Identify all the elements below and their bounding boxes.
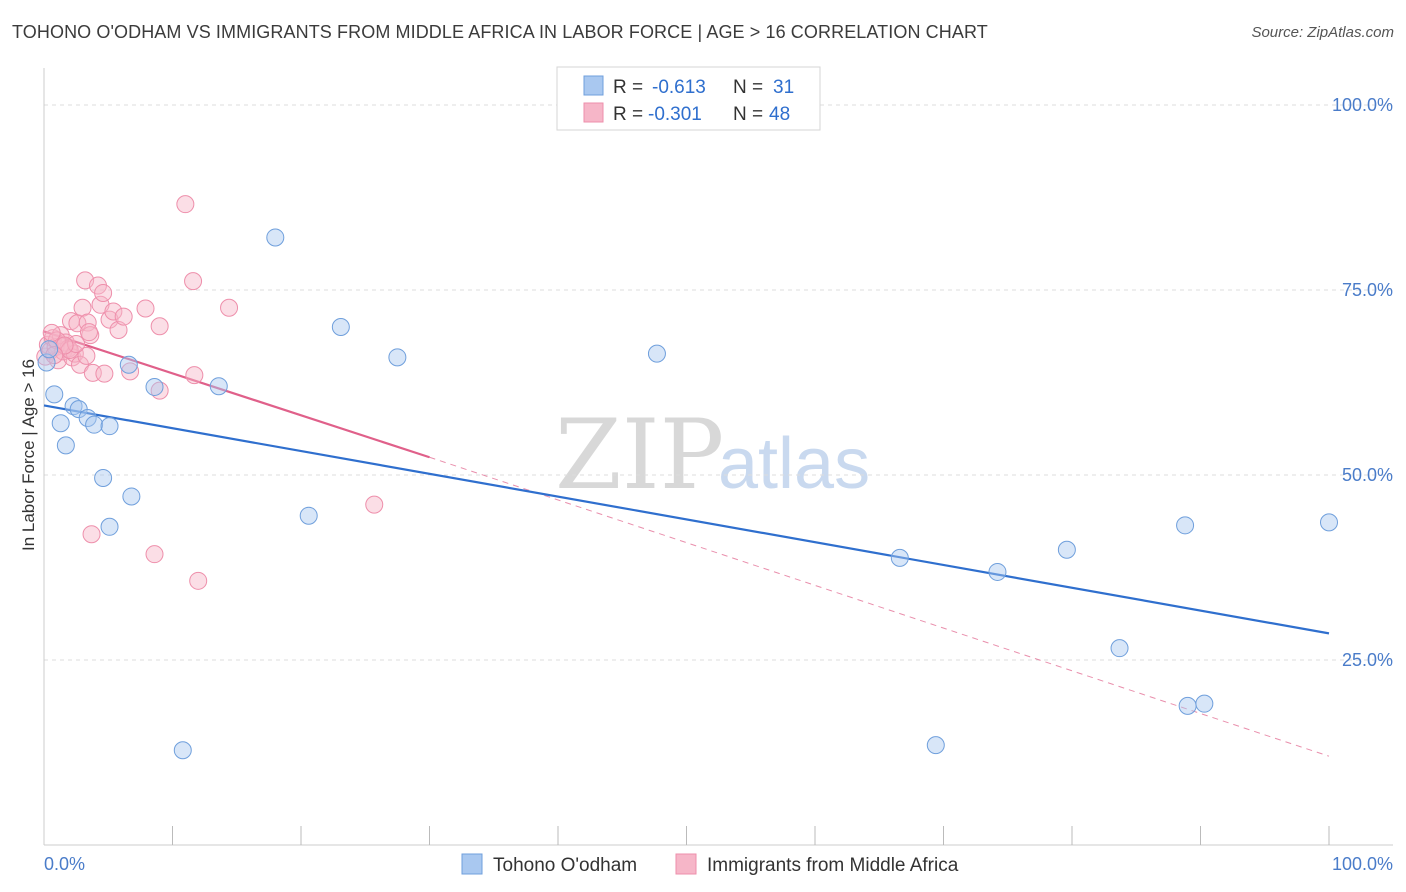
point-immigrants-44	[42, 323, 61, 342]
bottom-legend: Tohono O'odham Immigrants from Middle Af…	[461, 853, 959, 876]
point-tohono-27	[1178, 696, 1197, 715]
trend-lines	[43, 330, 1330, 757]
point-immigrants-24	[94, 283, 113, 302]
bottom-legend-swatch-blue	[461, 853, 483, 875]
trend-line-immigrants-dashed	[429, 456, 1330, 757]
point-tohono-12	[122, 487, 141, 506]
point-tohono-30	[40, 340, 59, 359]
point-tohono-13	[145, 377, 164, 396]
series-immigrants-points	[36, 195, 384, 590]
trend-line-immigrants	[43, 330, 430, 459]
point-tohono-11	[119, 355, 138, 374]
point-immigrants-28	[109, 320, 128, 339]
point-tohono-4	[64, 397, 83, 416]
point-tohono-10	[100, 517, 119, 536]
bottom-legend-label-immigrants: Immigrants from Middle Africa	[707, 855, 959, 876]
chart-source: Source: ZipAtlas.com	[1251, 24, 1394, 41]
legend-r-value-pink: -0.301	[648, 104, 702, 125]
point-immigrants-35	[176, 195, 195, 214]
point-immigrants-40	[365, 495, 384, 514]
x-tick-label-max: 100.0%	[1332, 854, 1393, 874]
watermark-atlas: atlas	[718, 424, 870, 504]
point-immigrants-20	[82, 525, 101, 544]
y-tick-label-75: 75.0%	[1342, 280, 1393, 300]
point-immigrants-39	[220, 298, 239, 317]
grid-lines	[44, 104, 1393, 661]
y-tick-label-100: 100.0%	[1332, 95, 1393, 115]
axes	[43, 68, 1393, 846]
y-axis-title: In Labor Force | Age > 16	[19, 359, 38, 551]
point-tohono-14	[173, 741, 192, 760]
bottom-legend-swatch-pink	[675, 853, 697, 875]
point-tohono-0	[37, 353, 56, 372]
point-immigrants-19	[81, 326, 100, 345]
point-immigrants-38	[189, 571, 208, 590]
point-immigrants-25	[95, 364, 114, 383]
point-tohono-20	[647, 344, 666, 363]
legend-n-value-blue: 31	[773, 77, 794, 98]
point-tohono-26	[1176, 516, 1195, 535]
point-immigrants-17	[77, 346, 96, 365]
point-immigrants-31	[136, 299, 155, 318]
point-tohono-18	[331, 318, 350, 336]
point-tohono-1	[45, 385, 64, 404]
bottom-legend-label-tohono: Tohono O'odham	[493, 855, 637, 876]
point-tohono-16	[266, 228, 285, 247]
point-tohono-22	[926, 736, 945, 755]
point-tohono-8	[94, 468, 113, 487]
top-legend: R = -0.613 N = 31 R = -0.301 N = 48	[556, 66, 821, 131]
legend-swatch-blue	[583, 75, 604, 96]
point-immigrants-47	[45, 346, 64, 365]
point-tohono-7	[85, 415, 104, 434]
y-tick-label-25: 25.0%	[1342, 650, 1393, 670]
point-immigrants-30	[121, 362, 140, 381]
point-immigrants-43	[67, 335, 86, 354]
chart-title: TOHONO O'ODHAM VS IMMIGRANTS FROM MIDDLE…	[12, 22, 988, 42]
point-tohono-25	[1110, 639, 1129, 658]
point-immigrants-46	[79, 323, 98, 342]
point-tohono-23	[988, 562, 1007, 581]
legend-n-label-blue: N =	[733, 77, 763, 98]
y-tick-labels: 25.0% 50.0% 75.0% 100.0%	[1332, 95, 1393, 670]
legend-r-label-pink: R =	[613, 104, 643, 125]
point-tohono-28	[1195, 694, 1214, 713]
legend-r-value-blue: -0.613	[652, 77, 706, 98]
legend-swatch-pink	[583, 102, 604, 123]
point-immigrants-27	[104, 302, 123, 321]
point-immigrants-29	[114, 307, 133, 326]
watermark-zip: ZIP	[555, 399, 724, 511]
x-tick-label-min: 0.0%	[44, 854, 85, 874]
legend-n-value-pink: 48	[769, 104, 790, 125]
point-tohono-21	[890, 548, 909, 567]
point-immigrants-34	[150, 317, 169, 336]
trend-line-tohono	[43, 404, 1330, 635]
point-immigrants-33	[150, 381, 169, 400]
point-tohono-2	[51, 414, 70, 433]
point-tohono-24	[1057, 540, 1076, 559]
y-tick-label-50: 50.0%	[1342, 465, 1393, 485]
point-immigrants-36	[184, 272, 203, 291]
point-immigrants-37	[185, 366, 204, 385]
point-tohono-17	[299, 506, 318, 525]
point-immigrants-32	[145, 545, 164, 564]
point-tohono-6	[78, 409, 97, 428]
legend-n-label-pink: N =	[733, 104, 763, 125]
point-tohono-19	[388, 348, 407, 367]
point-tohono-29	[1320, 513, 1338, 532]
legend-r-label-blue: R =	[613, 77, 643, 98]
point-tohono-3	[56, 436, 75, 455]
point-tohono-15	[209, 377, 228, 396]
series-tohono-points	[37, 228, 1338, 760]
point-tohono-9	[100, 417, 119, 436]
point-immigrants-14	[70, 355, 89, 374]
